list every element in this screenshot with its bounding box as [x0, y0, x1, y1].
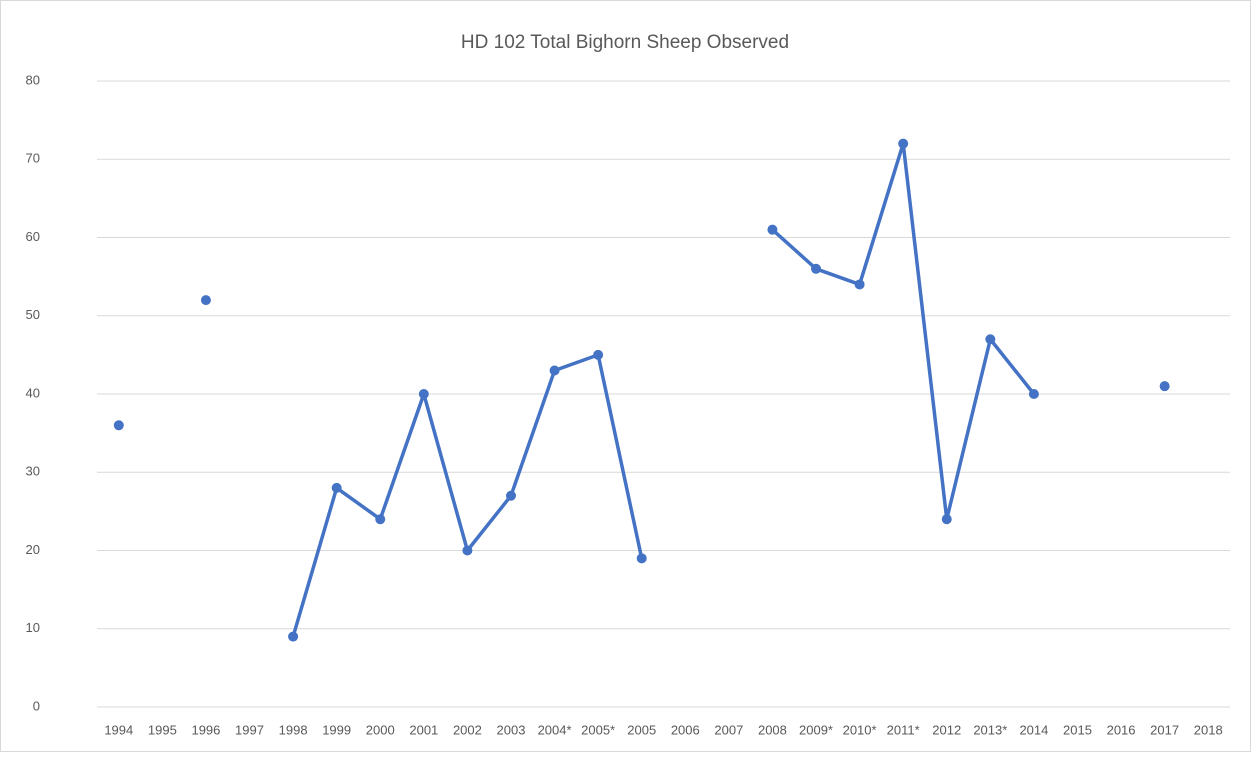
x-tick-label: 2001 — [409, 722, 438, 737]
point — [593, 349, 604, 360]
x-tick-label: 1998 — [279, 722, 308, 737]
y-tick-label: 10 — [26, 620, 40, 635]
x-tick-label: 2002 — [453, 722, 482, 737]
point — [549, 365, 560, 376]
point — [331, 482, 342, 493]
point — [1028, 389, 1039, 399]
x-tick-label: 2005* — [581, 722, 615, 737]
x-tick-label: 2003 — [497, 722, 526, 737]
point — [418, 389, 429, 399]
point — [288, 631, 299, 642]
x-tick-label: 2011* — [887, 722, 920, 737]
point — [113, 420, 124, 431]
y-tick-label: 40 — [26, 385, 40, 400]
x-tick-label: 1997 — [235, 722, 264, 737]
point — [1159, 381, 1170, 392]
x-tick-label: 1996 — [191, 722, 220, 737]
y-tick-label: 70 — [26, 151, 40, 166]
x-tick-label: 2012 — [932, 722, 961, 737]
y-tick-label: 80 — [26, 72, 40, 87]
x-tick-label: 2009* — [799, 722, 833, 737]
point — [941, 514, 952, 525]
x-tick-label: 1999 — [322, 722, 351, 737]
y-tick-label: 20 — [26, 542, 40, 557]
x-tick-label: 2016 — [1107, 722, 1136, 737]
x-tick-label: 2004* — [538, 722, 572, 737]
y-tick-label: 30 — [26, 464, 40, 479]
x-tick-label: 2005 — [627, 722, 656, 737]
x-tick-label: 2013* — [973, 722, 1007, 737]
point — [854, 279, 865, 290]
x-tick-label: 2007 — [714, 722, 743, 737]
point — [375, 514, 386, 525]
point — [767, 224, 778, 235]
point — [985, 334, 996, 345]
point — [200, 295, 211, 306]
x-tick-label: 2018 — [1194, 722, 1223, 737]
point — [505, 490, 516, 501]
x-tick-label: 2017 — [1150, 722, 1179, 737]
x-tick-label: 2015 — [1063, 722, 1092, 737]
y-tick-label: 0 — [33, 698, 40, 713]
point — [462, 545, 473, 556]
x-tick-label: 2010* — [843, 722, 877, 737]
point — [636, 553, 647, 564]
x-tick-label: 1994 — [104, 722, 133, 737]
y-tick-label: 50 — [26, 307, 40, 322]
y-tick-label: 60 — [26, 229, 40, 244]
x-tick-label: 2014 — [1019, 722, 1048, 737]
x-tick-label: 2000 — [366, 722, 395, 737]
x-tick-label: 2008 — [758, 722, 787, 737]
point — [898, 138, 909, 149]
point — [811, 263, 822, 274]
x-tick-label: 2006 — [671, 722, 700, 737]
x-tick-label: 1995 — [148, 722, 177, 737]
chart-title: HD 102 Total Bighorn Sheep Observed — [461, 32, 789, 53]
